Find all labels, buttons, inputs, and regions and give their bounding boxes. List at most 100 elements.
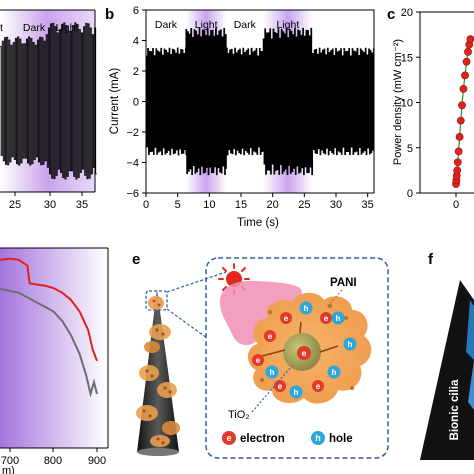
panel-c-point — [459, 85, 468, 93]
panel-b-phase-label-2: Dark — [234, 19, 257, 31]
panel-c-ytick-label: 5 — [407, 143, 413, 155]
panel-c-point — [455, 132, 464, 141]
panel-a-tick-25: 25 — [9, 199, 21, 211]
electron-particle-symbol: e — [256, 356, 261, 365]
panel-a-dark-label: Dark — [23, 22, 46, 34]
panel-c-point — [454, 147, 463, 156]
svg-text:e: e — [302, 348, 307, 358]
panel-d-series-1 — [0, 288, 98, 398]
electron-particle-symbol: e — [324, 314, 329, 323]
panel-c-point — [464, 47, 472, 56]
hole-particle — [265, 365, 279, 379]
panel-c-frame — [419, 11, 474, 194]
svg-text:e: e — [226, 433, 231, 443]
panel-b-xtick-label: 0 — [143, 199, 149, 211]
panel-a: Dark Light t 25 30 35 — [0, 9, 97, 211]
panel-c-ylabel: Power density (mW cm⁻²) — [392, 39, 404, 165]
panel-b-ytick-label: 2 — [133, 66, 139, 78]
panel-d: 700 800 900 m) — [0, 247, 109, 474]
zoom-source-box — [145, 290, 168, 311]
electron-particle — [320, 312, 332, 324]
panel-c-point — [466, 35, 474, 44]
hole-particle — [343, 337, 357, 351]
bionic-cilia-cone — [420, 280, 474, 460]
panel-b-x-ticks: 0 5 10 15 20 25 30 35 — [143, 193, 374, 211]
panel-e: e — [132, 251, 389, 459]
panel-a-light-label: Light — [56, 22, 79, 34]
hole-particle — [289, 385, 303, 399]
electron-label: electron — [240, 433, 285, 445]
cilia-cone-base — [137, 448, 179, 456]
hole-particle-symbol: h — [294, 388, 299, 397]
hole-particle-symbol: h — [304, 304, 309, 313]
panel-d-tick-900: 900 — [88, 455, 106, 467]
panel-b-ytick-label: −6 — [126, 188, 139, 200]
hole-particle-symbol: h — [332, 368, 337, 377]
hole-particle — [331, 311, 345, 325]
panel-b-xtick-label: 15 — [235, 199, 247, 211]
panel-b-xtick-label: 20 — [267, 199, 279, 211]
panel-f-label: f — [428, 251, 434, 268]
panel-d-series-0 — [0, 257, 98, 362]
svg-text:h: h — [315, 433, 321, 443]
panel-c-x-tick-0: 0 — [453, 199, 459, 211]
panel-c-ytick-label: 0 — [407, 188, 413, 200]
electron-icon — [222, 431, 236, 445]
panel-c-point — [453, 166, 462, 175]
hole-particle-symbol: h — [348, 340, 353, 349]
electron-particle-symbol: e — [278, 382, 283, 391]
panel-a-trace — [0, 22, 97, 180]
panel-d-tick-700: 700 — [1, 455, 19, 467]
panel-b-xtick-label: 10 — [203, 199, 215, 211]
panel-c-ytick-label: 20 — [401, 7, 413, 19]
electron-particle — [274, 380, 286, 392]
panel-b-ytick-label: 4 — [133, 36, 139, 48]
panel-d-xlabel-fragment: m) — [2, 465, 15, 474]
panel-d-curves — [0, 257, 98, 398]
bionic-cilia-label: Bionic cilia — [449, 379, 461, 440]
panel-b-phase-label-3: Light — [276, 19, 299, 31]
hole-particle — [299, 301, 313, 315]
panel-c-points — [452, 35, 474, 188]
electron-particle — [280, 312, 292, 324]
electron-particle — [264, 330, 276, 342]
panel-b-ylabel: Current (mA) — [109, 68, 121, 135]
hole-icon — [311, 431, 325, 445]
panel-b-phase-label-1: Light — [195, 19, 218, 31]
panel-c-point — [461, 71, 469, 80]
panel-b-phase-labels: Dark Light Dark Light — [155, 19, 299, 31]
panel-c-point — [462, 57, 471, 66]
panel-c-ytick-label: 15 — [401, 52, 413, 64]
hole-particle — [327, 365, 341, 379]
panel-b-y-ticks: −6 −4 −2 0 2 4 6 — [126, 5, 146, 200]
panel-c-point — [458, 101, 466, 110]
panel-b-current-trace — [146, 27, 375, 176]
panel-a-tick-30: 30 — [44, 199, 56, 211]
panel-b-ytick-label: −2 — [126, 127, 139, 139]
panel-c-ytick-label: 10 — [401, 98, 413, 110]
panel-d-background — [0, 248, 108, 448]
electron-particle — [252, 354, 264, 366]
panel-b-label: b — [105, 6, 114, 23]
panel-e-label: e — [132, 251, 140, 268]
panel-b-xtick-label: 30 — [330, 199, 342, 211]
panel-a-left-fragment: t — [0, 22, 3, 34]
electron-particle-symbol: e — [316, 382, 321, 391]
zoom-detail-box — [205, 257, 389, 459]
panel-b-xtick-label: 25 — [298, 199, 310, 211]
electron-particle-symbol: e — [284, 314, 289, 323]
panel-c-y-ticks: 0 5 10 15 20 — [401, 7, 420, 200]
panel-c: c 0 5 10 15 20 0 Power density (mW cm⁻²) — [387, 6, 474, 211]
cone-particles — [136, 296, 180, 447]
panel-d-tick-800: 800 — [44, 455, 62, 467]
panel-b-ytick-label: 6 — [133, 5, 139, 17]
panel-b-xtick-label: 35 — [362, 199, 374, 211]
panel-b-ytick-label: −4 — [126, 158, 139, 170]
light-beam-shape — [219, 280, 302, 346]
panel-b-xtick-label: 5 — [175, 199, 181, 211]
panel-c-label: c — [387, 6, 395, 23]
hole-particle-symbol: h — [336, 314, 341, 323]
pani-label: PANI — [330, 277, 357, 289]
